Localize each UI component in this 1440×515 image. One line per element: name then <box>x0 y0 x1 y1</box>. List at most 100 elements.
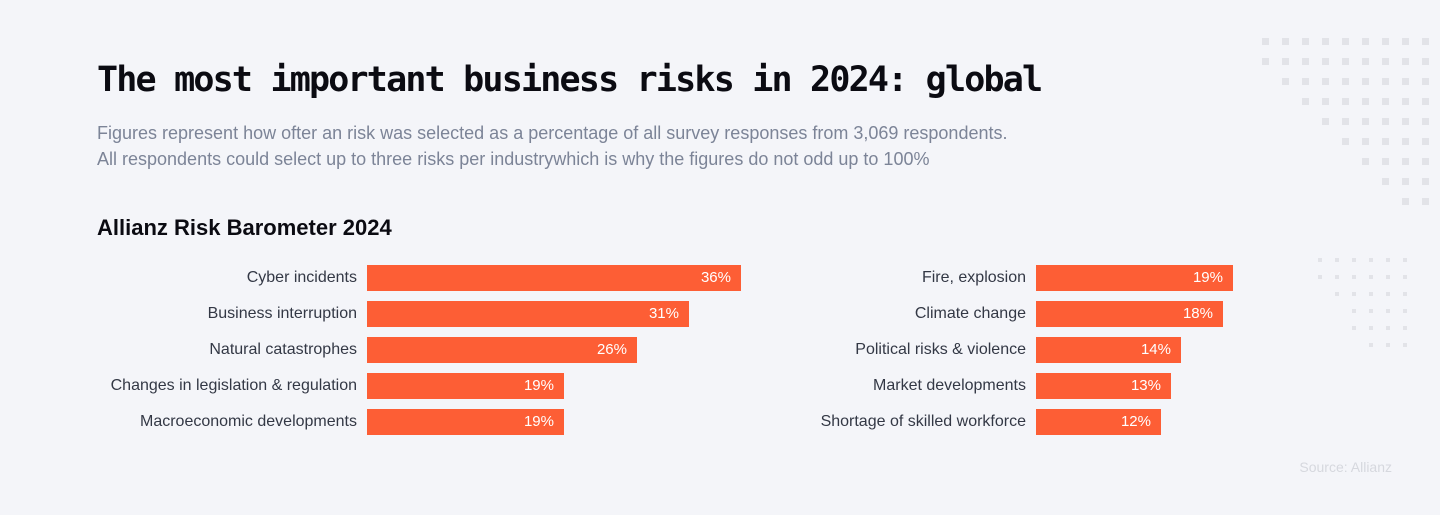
decorative-dot <box>1342 118 1349 125</box>
decorative-dot <box>1369 326 1373 330</box>
decorative-dot <box>1386 275 1390 279</box>
bar-value-label: 13% <box>1130 377 1161 394</box>
decorative-dot <box>1382 138 1389 145</box>
decorative-dot <box>1362 98 1369 105</box>
bar-value-label: 12% <box>1120 413 1151 430</box>
bar: 26% <box>367 337 637 363</box>
decorative-dot <box>1403 326 1407 330</box>
decorative-dot <box>1422 118 1429 125</box>
decorative-dot <box>1318 258 1322 262</box>
decorative-dot <box>1362 58 1369 65</box>
decorative-dot <box>1422 198 1429 205</box>
bar: 19% <box>367 409 564 435</box>
decorative-dot <box>1403 309 1407 313</box>
decorative-dot <box>1262 58 1269 65</box>
decorative-dot <box>1382 98 1389 105</box>
bar-value-label: 26% <box>596 341 627 358</box>
decorative-dot <box>1386 309 1390 313</box>
source-note: Source: Allianz <box>1299 459 1392 475</box>
decorative-dot <box>1402 178 1409 185</box>
bar-value-label: 19% <box>1192 269 1223 286</box>
category-label: Shortage of skilled workforce <box>820 413 1026 430</box>
decorative-dot <box>1352 258 1356 262</box>
decorative-dot <box>1382 178 1389 185</box>
decorative-dot <box>1422 78 1429 85</box>
decorative-dot <box>1342 58 1349 65</box>
decorative-dot <box>1352 275 1356 279</box>
decorative-dot <box>1369 275 1373 279</box>
decorative-dot <box>1342 138 1349 145</box>
decorative-dot <box>1335 258 1339 262</box>
category-label: Business interruption <box>207 305 357 322</box>
decorative-dot <box>1362 138 1369 145</box>
category-label: Natural catastrophes <box>209 341 357 358</box>
decorative-dot <box>1402 138 1409 145</box>
decorative-dot <box>1382 38 1389 45</box>
decorative-dot <box>1302 98 1309 105</box>
decorative-dot <box>1369 258 1373 262</box>
decorative-dot <box>1386 292 1390 296</box>
decorative-dot <box>1335 275 1339 279</box>
decorative-dot <box>1422 58 1429 65</box>
decorative-dot <box>1422 178 1429 185</box>
decorative-dot <box>1362 78 1369 85</box>
category-label: Climate change <box>914 305 1026 322</box>
decorative-dot <box>1402 58 1409 65</box>
decorative-dot <box>1386 343 1390 347</box>
bar: 19% <box>367 373 564 399</box>
decorative-dot <box>1335 292 1339 296</box>
decorative-dot <box>1282 38 1289 45</box>
decorative-dot <box>1422 138 1429 145</box>
bar-value-label: 19% <box>523 377 554 394</box>
decorative-dot <box>1402 98 1409 105</box>
bar-value-label: 14% <box>1140 341 1171 358</box>
decorative-dot <box>1402 118 1409 125</box>
bar: 36% <box>367 265 741 291</box>
decorative-dot <box>1382 118 1389 125</box>
bar-value-label: 36% <box>700 269 731 286</box>
decorative-dot <box>1322 118 1329 125</box>
decorative-dot <box>1342 38 1349 45</box>
decorative-dot <box>1422 38 1429 45</box>
bar-value-label: 19% <box>523 413 554 430</box>
category-label: Fire, explosion <box>921 269 1026 286</box>
decorative-dot-grid-top <box>1262 38 1440 218</box>
decorative-dot <box>1402 198 1409 205</box>
decorative-dot <box>1362 158 1369 165</box>
bar: 14% <box>1036 337 1181 363</box>
decorative-dot <box>1318 275 1322 279</box>
decorative-dot <box>1322 98 1329 105</box>
decorative-dot <box>1362 38 1369 45</box>
decorative-dot <box>1402 158 1409 165</box>
decorative-dot <box>1262 38 1269 45</box>
decorative-dot <box>1386 326 1390 330</box>
decorative-dot <box>1302 78 1309 85</box>
bar: 12% <box>1036 409 1161 435</box>
category-label: Changes in legislation & regulation <box>110 377 357 394</box>
decorative-dot <box>1352 292 1356 296</box>
decorative-dot <box>1352 326 1356 330</box>
decorative-dot <box>1386 258 1390 262</box>
decorative-dot <box>1403 275 1407 279</box>
decorative-dot <box>1342 98 1349 105</box>
decorative-dot <box>1302 38 1309 45</box>
decorative-dot <box>1282 58 1289 65</box>
category-label: Political risks & violence <box>855 341 1026 358</box>
category-label: Market developments <box>873 377 1026 394</box>
decorative-dot <box>1369 309 1373 313</box>
chart-title: Allianz Risk Barometer 2024 <box>97 215 392 240</box>
decorative-dot <box>1402 78 1409 85</box>
decorative-dot <box>1369 343 1373 347</box>
decorative-dot <box>1382 158 1389 165</box>
decorative-dot-grid-middle <box>1318 258 1440 378</box>
bar-value-label: 18% <box>1182 305 1213 322</box>
decorative-dot <box>1322 38 1329 45</box>
decorative-dot <box>1422 158 1429 165</box>
category-label: Cyber incidents <box>246 269 357 286</box>
decorative-dot <box>1362 118 1369 125</box>
page-title: The most important business risks in 202… <box>97 60 1043 100</box>
decorative-dot <box>1342 78 1349 85</box>
subtitle-line: All respondents could select up to three… <box>97 149 930 169</box>
subtitle: Figures represent how ofter an risk was … <box>97 120 1277 172</box>
decorative-dot <box>1403 343 1407 347</box>
